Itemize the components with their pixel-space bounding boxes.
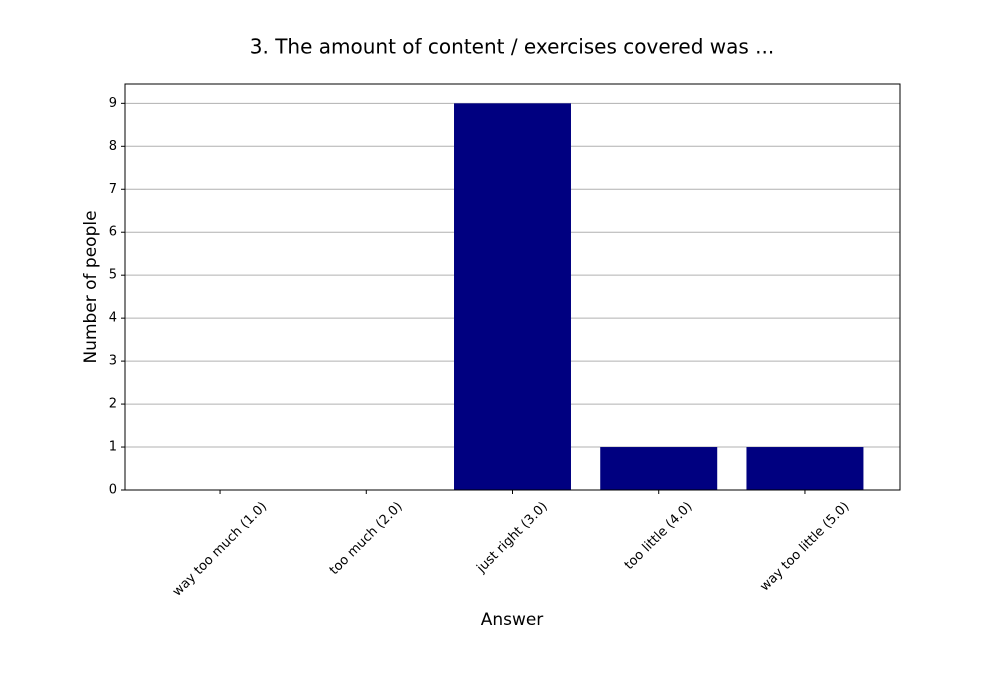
chart-title: 3. The amount of content / exercises cov… [250, 35, 774, 59]
y-tick-label: 7 [109, 182, 117, 197]
y-tick-label: 0 [109, 483, 117, 498]
y-axis-label: Number of people [81, 210, 101, 363]
x-axis-label: Answer [481, 610, 544, 630]
y-tick-label: 4 [109, 311, 117, 326]
y-tick-label: 9 [109, 96, 117, 111]
y-tick-label: 1 [109, 440, 117, 455]
y-tick-label: 2 [109, 397, 117, 412]
y-tick-label: 5 [109, 268, 117, 283]
bar [454, 103, 571, 490]
bar [600, 447, 718, 490]
plot-frame [124, 83, 901, 491]
y-tick-label: 3 [109, 354, 117, 369]
bar [746, 447, 864, 490]
y-tick-label: 6 [109, 225, 117, 240]
y-tick-label: 8 [109, 139, 117, 154]
